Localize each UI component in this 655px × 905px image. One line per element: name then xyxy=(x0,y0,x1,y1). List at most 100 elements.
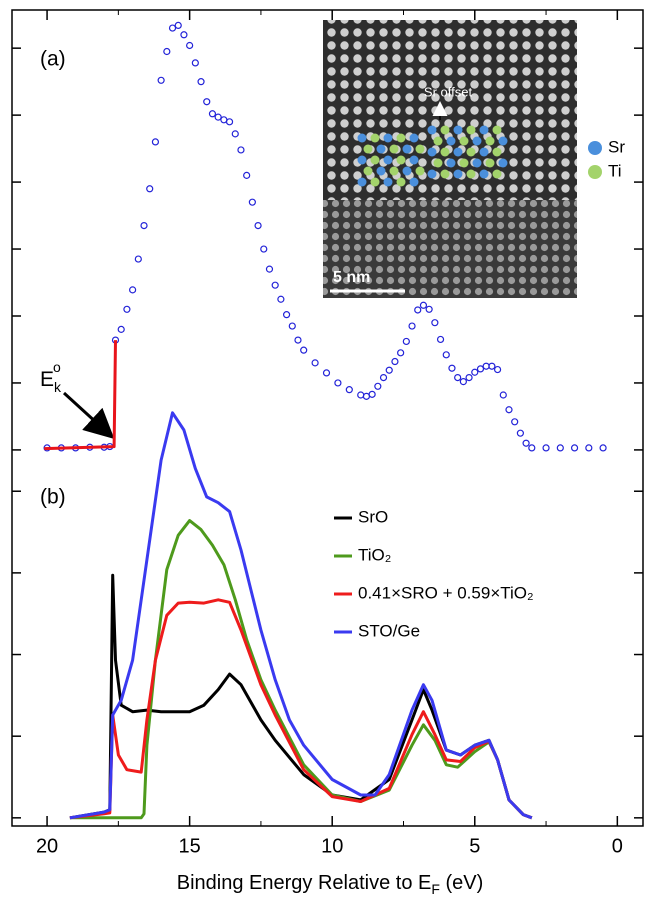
atom xyxy=(441,170,450,179)
atom xyxy=(410,178,419,187)
legend-swatch xyxy=(588,141,602,155)
atom xyxy=(493,148,502,157)
x-tick-label: 20 xyxy=(36,835,58,857)
data-point xyxy=(420,302,426,308)
atom xyxy=(390,167,399,176)
atom xyxy=(460,159,469,168)
data-point xyxy=(158,77,164,83)
x-tick-label: 0 xyxy=(612,835,623,857)
data-point xyxy=(135,256,141,262)
atom xyxy=(364,167,373,176)
data-point xyxy=(175,22,181,28)
atom xyxy=(454,170,463,179)
atom xyxy=(480,148,489,157)
atom xyxy=(493,126,502,135)
data-point xyxy=(181,32,187,38)
atom xyxy=(364,145,373,154)
data-point xyxy=(529,445,535,451)
data-point xyxy=(164,49,170,55)
data-point xyxy=(147,186,153,192)
data-point xyxy=(192,60,198,66)
data-point xyxy=(386,367,392,373)
data-point xyxy=(415,307,421,313)
atom xyxy=(480,170,489,179)
atom xyxy=(397,156,406,165)
atom xyxy=(403,167,412,176)
data-point xyxy=(512,419,518,425)
atom xyxy=(460,137,469,146)
data-point xyxy=(272,282,278,288)
data-point xyxy=(335,380,341,386)
atom xyxy=(390,145,399,154)
data-point xyxy=(363,393,369,399)
atom xyxy=(434,159,443,168)
data-point xyxy=(249,199,255,205)
atom xyxy=(493,170,502,179)
data-point xyxy=(170,25,176,31)
legend-label: TiO₂ xyxy=(358,545,391,564)
data-point xyxy=(124,306,130,312)
atom xyxy=(410,134,419,143)
atom xyxy=(416,145,425,154)
atom xyxy=(397,134,406,143)
atom xyxy=(358,134,367,143)
data-point xyxy=(426,306,432,312)
atom xyxy=(454,148,463,157)
data-point xyxy=(477,366,483,372)
atom xyxy=(384,134,393,143)
data-point xyxy=(244,172,250,178)
data-point xyxy=(543,445,549,451)
chart: Sr offset 5 nm (a) (b) Eko Binding Energ… xyxy=(0,0,655,900)
data-point xyxy=(557,445,563,451)
data-point xyxy=(238,147,244,153)
data-point xyxy=(255,223,261,229)
scale-bar-label: 5 nm xyxy=(333,269,370,286)
data-point xyxy=(369,391,375,397)
data-point xyxy=(483,363,489,369)
legend-label: Sr xyxy=(608,137,625,156)
data-point xyxy=(500,392,506,398)
data-point xyxy=(506,407,512,413)
atom xyxy=(473,159,482,168)
data-point xyxy=(443,352,449,358)
annotation: Eko xyxy=(40,359,62,395)
data-point xyxy=(118,326,124,332)
series-line xyxy=(70,600,532,818)
data-point xyxy=(215,114,221,120)
legend-swatch xyxy=(588,165,602,179)
data-point xyxy=(358,392,364,398)
atom xyxy=(410,156,419,165)
data-point xyxy=(472,369,478,375)
panel-label: (a) xyxy=(40,48,66,71)
data-point xyxy=(289,323,295,329)
data-point xyxy=(381,375,387,381)
atom xyxy=(486,159,495,168)
data-point xyxy=(346,387,352,393)
data-point xyxy=(221,117,227,123)
atom xyxy=(358,178,367,187)
atom xyxy=(377,167,386,176)
data-point xyxy=(266,266,272,272)
data-point xyxy=(392,359,398,365)
atom xyxy=(428,170,437,179)
data-point xyxy=(204,99,210,105)
data-point xyxy=(312,360,318,366)
data-point xyxy=(403,338,409,344)
data-point xyxy=(187,42,193,48)
x-axis-label: Binding Energy Relative to EF (eV) xyxy=(177,872,484,896)
atom xyxy=(467,148,476,157)
atom xyxy=(447,137,456,146)
atom xyxy=(428,148,437,157)
data-point xyxy=(517,430,523,436)
atom xyxy=(377,145,386,154)
atom xyxy=(371,134,380,143)
legend-label: Ti xyxy=(608,161,622,180)
data-point xyxy=(198,79,204,85)
legend-label: STO/Ge xyxy=(358,621,420,640)
atom xyxy=(384,156,393,165)
data-point xyxy=(572,445,578,451)
atom xyxy=(447,159,456,168)
atom xyxy=(473,137,482,146)
data-point xyxy=(586,445,592,451)
data-point xyxy=(295,337,301,343)
